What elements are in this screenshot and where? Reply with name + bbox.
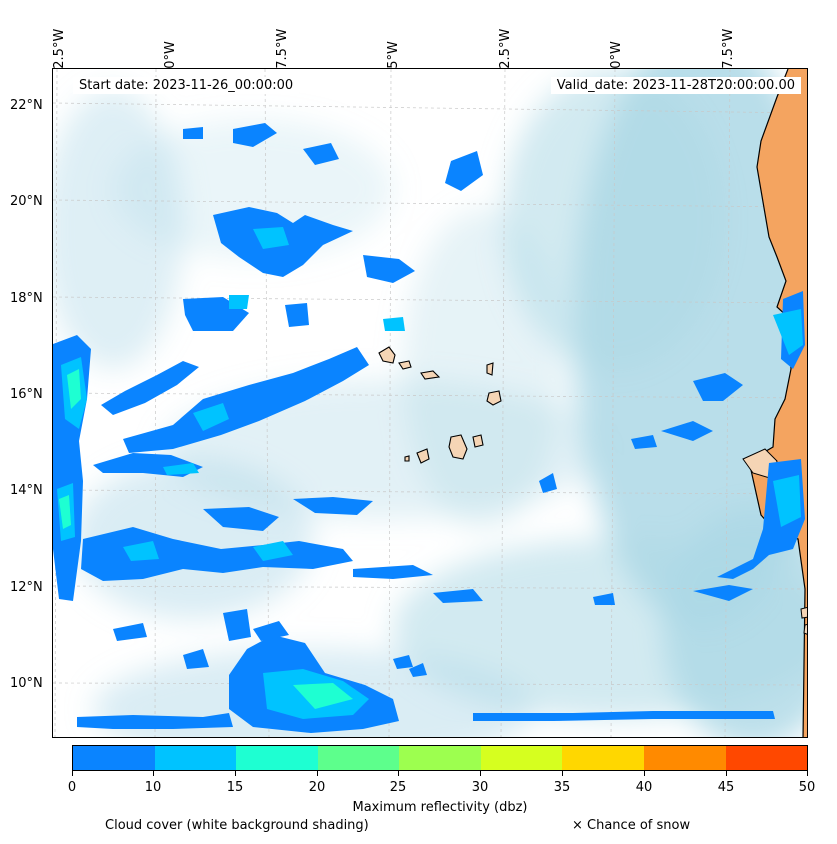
colorbar-tick-label-40: 40 (635, 780, 653, 795)
lat-label-14n: 14°N (10, 483, 43, 498)
cloud-cover-shading (53, 69, 807, 737)
colorbar-segment (317, 746, 400, 770)
colorbar-tick (72, 771, 73, 776)
colorbar-tick (726, 771, 727, 776)
colorbar-segment (154, 746, 237, 770)
lat-label-16n: 16°N (10, 387, 43, 402)
colorbar-title: Maximum reflectivity (dbz) (352, 800, 528, 815)
lat-label-22n: 22°N (10, 98, 43, 113)
lat-label-12n: 12°N (10, 580, 43, 595)
colorbar-tick (562, 771, 563, 776)
colorbar-segment (73, 746, 155, 770)
colorbar-tick-label-35: 35 (553, 780, 571, 795)
colorbar-tick-label-10: 10 (144, 780, 162, 795)
colorbar-tick-label-45: 45 (717, 780, 735, 795)
valid-date-label: Valid_date: 2023-11-28T20:00:00.00 (550, 77, 801, 94)
map-panel[interactable]: Start date: 2023-11-26_00:00:00 Valid_da… (52, 68, 808, 738)
colorbar-tick (153, 771, 154, 776)
colorbar-segment (399, 746, 481, 770)
colorbar-tick (480, 771, 481, 776)
colorbar-segment (480, 746, 563, 770)
reflectivity-10-15 (57, 227, 803, 719)
reflectivity-colorbar (72, 745, 808, 771)
colorbar-tick-label-50: 50 (798, 780, 816, 795)
colorbar-tick-label-30: 30 (471, 780, 489, 795)
colorbar-segment (643, 746, 726, 770)
colorbar-tick (644, 771, 645, 776)
colorbar-tick-label-25: 25 (389, 780, 407, 795)
lat-label-10n: 10°N (10, 676, 43, 691)
colorbar-tick (398, 771, 399, 776)
cape-verde-islands (378, 346, 502, 464)
colorbar-segment (725, 746, 808, 770)
lat-label-18n: 18°N (10, 291, 43, 306)
reflectivity-15-20 (59, 369, 353, 709)
snow-chance-legend: × Chance of snow (572, 818, 691, 833)
colorbar-tick-label-0: 0 (67, 780, 77, 795)
weather-map (53, 69, 807, 737)
colorbar-segment (562, 746, 644, 770)
lat-label-20n: 20°N (10, 194, 43, 209)
colorbar-tick (317, 771, 318, 776)
cloud-cover-legend: Cloud cover (white background shading) (105, 818, 369, 833)
start-date-label: Start date: 2023-11-26_00:00:00 (73, 77, 300, 94)
colorbar-tick-label-15: 15 (226, 780, 244, 795)
colorbar-segment (236, 746, 318, 770)
colorbar-tick (807, 771, 808, 776)
colorbar-tick-label-20: 20 (308, 780, 326, 795)
colorbar-tick (235, 771, 236, 776)
